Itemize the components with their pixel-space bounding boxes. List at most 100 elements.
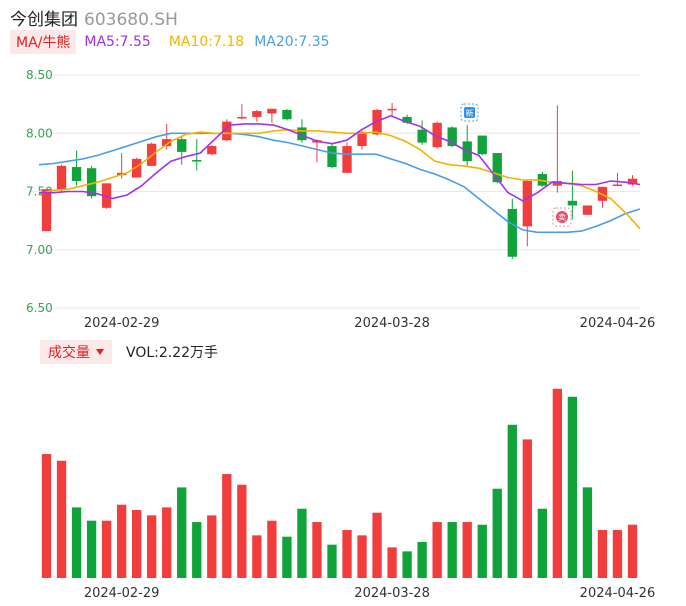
- candle-body: [192, 160, 202, 162]
- price-date-labels: 2024-02-29 2024-03-28 2024-04-26: [84, 316, 655, 331]
- candle: [372, 108, 382, 136]
- x-tick-label: 2024-03-28: [354, 316, 430, 331]
- candle: [477, 135, 487, 156]
- volume-bar: [447, 522, 457, 578]
- candle-body: [41, 189, 52, 232]
- candle-body: [372, 109, 382, 135]
- price-grid: [29, 74, 640, 309]
- candle-body: [327, 146, 337, 168]
- volume-bar: [41, 454, 52, 578]
- candle: [462, 125, 472, 166]
- volume-bar: [582, 487, 593, 578]
- candle: [417, 120, 427, 145]
- x-tick-label: 2024-02-29: [84, 586, 160, 601]
- candle-body: [207, 146, 217, 155]
- chevron-down-icon: [96, 349, 104, 355]
- volume-bar: [372, 512, 382, 578]
- candle: [252, 109, 262, 122]
- volume-bar: [282, 536, 292, 578]
- volume-bar: [552, 388, 563, 578]
- red-badge-icon[interactable]: 卖: [552, 207, 572, 227]
- y-tick-label: 8.50: [26, 68, 53, 82]
- volume-bar: [417, 542, 427, 578]
- candle-body: [101, 183, 112, 208]
- x-tick-label: 2024-02-29: [84, 316, 160, 331]
- candle: [237, 104, 247, 120]
- candle: [537, 171, 547, 187]
- x-tick-label: 2024-03-28: [354, 586, 430, 601]
- volume-tag-label: 成交量: [48, 345, 90, 361]
- candle: [192, 139, 202, 171]
- volume-bar: [177, 487, 187, 578]
- candle-body: [387, 108, 397, 111]
- y-tick-label: 8.00: [26, 126, 53, 140]
- candle: [327, 143, 337, 169]
- candle: [162, 123, 172, 150]
- volume-bars: [41, 388, 638, 578]
- candle: [71, 150, 82, 186]
- info-badge-icon[interactable]: 新: [460, 103, 479, 122]
- candle-body: [222, 121, 232, 141]
- volume-bar: [101, 520, 112, 578]
- volume-bar: [71, 507, 82, 578]
- candle-body: [507, 208, 517, 257]
- volume-bar: [222, 474, 232, 578]
- candle-body: [132, 158, 142, 178]
- ma10-line: [38, 128, 641, 230]
- volume-bar: [597, 530, 608, 578]
- candle-body: [56, 165, 67, 190]
- volume-bar: [252, 535, 262, 578]
- stock-name: 今创集团: [10, 10, 78, 30]
- volume-bar: [147, 515, 157, 578]
- volume-bar: [387, 547, 397, 578]
- candle: [597, 186, 608, 208]
- candle-body: [282, 109, 292, 120]
- volume-bar: [492, 488, 502, 578]
- volume-date-labels: 2024-02-29 2024-03-28 2024-04-26: [84, 586, 655, 601]
- volume-bar: [477, 524, 487, 578]
- ma-legend: MA/牛熊 MA5:7.55 MA10:7.18 MA20:7.35: [10, 30, 330, 54]
- candle-body: [252, 111, 262, 117]
- ma-indicator-tag[interactable]: MA/牛熊: [10, 30, 77, 54]
- volume-bar: [116, 504, 127, 578]
- volume-bar: [132, 510, 142, 578]
- candle-body: [267, 108, 277, 114]
- volume-bar: [462, 522, 472, 578]
- markers: 新 卖: [460, 103, 572, 227]
- candle-body: [612, 184, 623, 187]
- candle: [267, 108, 277, 123]
- candle-body: [357, 132, 367, 147]
- volume-bar: [162, 507, 172, 578]
- candle-body: [447, 127, 457, 147]
- candle: [41, 189, 52, 232]
- volume-legend: 成交量 VOL:2.22万手: [40, 340, 218, 364]
- volume-bar: [192, 522, 202, 578]
- volume-bar: [357, 535, 367, 578]
- candle-body: [237, 116, 247, 119]
- volume-bar: [312, 522, 322, 578]
- candle: [507, 198, 517, 260]
- y-tick-label: 6.50: [26, 301, 53, 315]
- candle: [342, 142, 352, 173]
- candle-body: [86, 168, 97, 197]
- x-tick-label: 2024-04-26: [580, 316, 656, 331]
- ma10-label: MA10:7.18: [168, 34, 245, 50]
- candle-body: [522, 181, 532, 227]
- volume-indicator-tag[interactable]: 成交量: [40, 340, 112, 364]
- candle-body: [432, 122, 442, 148]
- volume-bar: [86, 520, 97, 578]
- volume-bar: [297, 508, 307, 578]
- svg-text:卖: 卖: [558, 213, 566, 222]
- volume-bar: [507, 424, 517, 578]
- candle: [282, 108, 292, 121]
- candle-body: [537, 174, 547, 186]
- candle-body: [417, 129, 427, 143]
- volume-bar: [342, 530, 352, 578]
- volume-bar: [267, 520, 277, 578]
- volume-bar: [627, 524, 638, 578]
- candle-body: [177, 139, 187, 152]
- volume-bar: [402, 551, 412, 578]
- candle: [147, 142, 157, 166]
- volume-bar: [567, 396, 578, 578]
